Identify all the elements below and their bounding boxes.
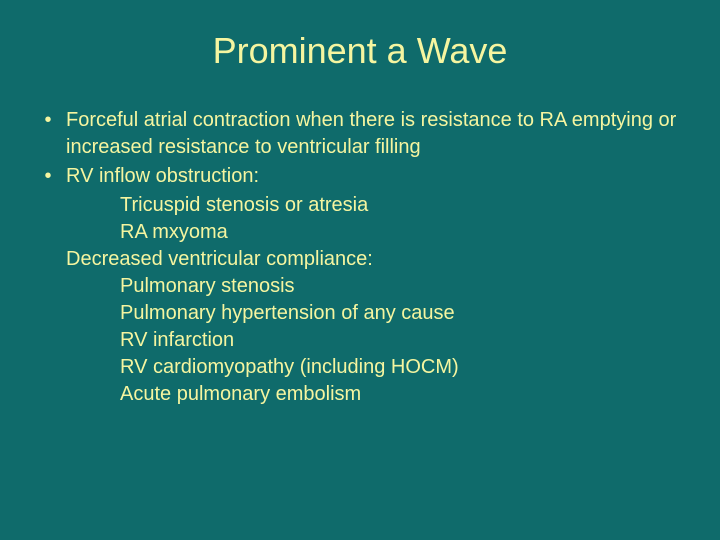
sub-item: Acute pulmonary embolism [30, 381, 690, 408]
sub-item: RA mxyoma [30, 219, 690, 246]
slide-title: Prominent a Wave [30, 30, 690, 72]
sub-item: Pulmonary stenosis [30, 273, 690, 300]
bullet-1: • Forceful atrial contraction when there… [30, 107, 690, 161]
sub-item: Pulmonary hypertension of any cause [30, 300, 690, 327]
bullet-marker: • [30, 107, 66, 161]
bullet-2-text: RV inflow obstruction: [66, 163, 690, 190]
bullet-1-text: Forceful atrial contraction when there i… [66, 107, 690, 161]
sub-item: RV cardiomyopathy (including HOCM) [30, 354, 690, 381]
bullet-2: • RV inflow obstruction: [30, 163, 690, 190]
sub-heading: Decreased ventricular compliance: [30, 246, 690, 273]
sub-item: Tricuspid stenosis or atresia [30, 192, 690, 219]
slide-body: • Forceful atrial contraction when there… [30, 107, 690, 408]
bullet-marker: • [30, 163, 66, 190]
sub-item: RV infarction [30, 327, 690, 354]
